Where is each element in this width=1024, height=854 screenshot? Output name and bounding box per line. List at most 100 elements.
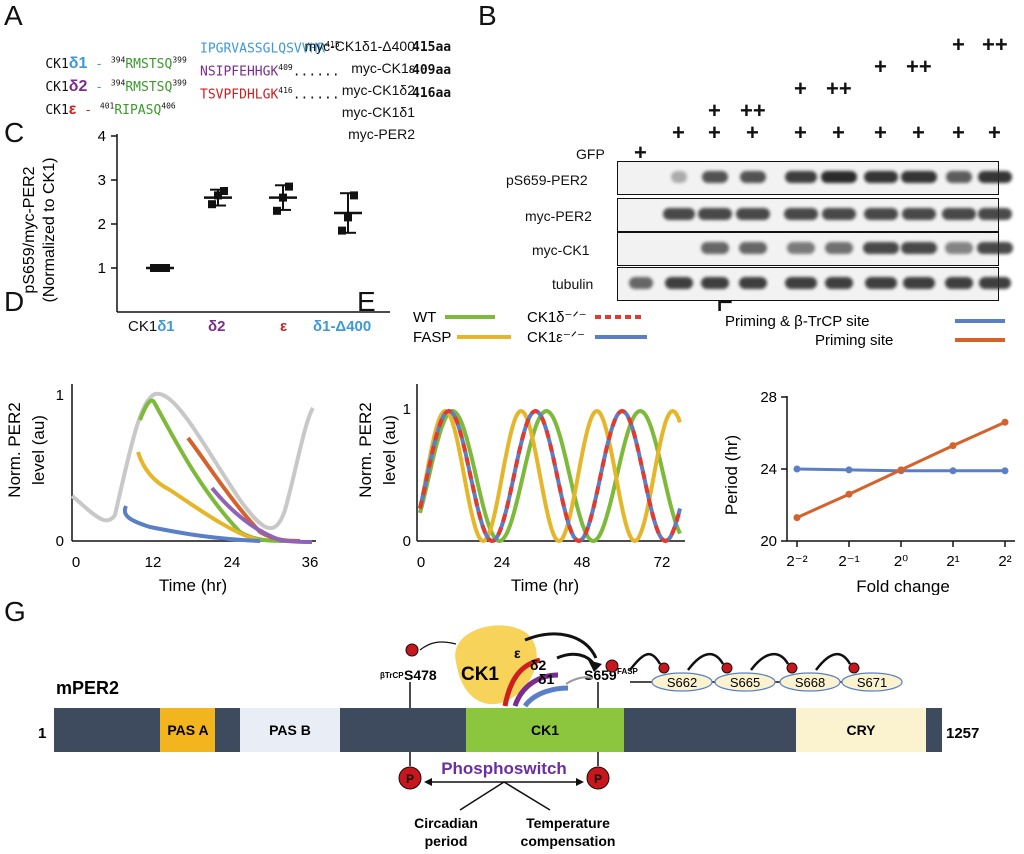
- band-lane-4: [736, 208, 770, 220]
- c-ytick-label: 3: [98, 172, 106, 189]
- g-out2-l1: Temperature: [526, 815, 610, 831]
- sign-d2-lane-5: +: [794, 76, 807, 101]
- c-group-label-0: CK1δ1: [128, 318, 175, 335]
- d-ytick-0: 0: [56, 533, 64, 550]
- e-curves: [418, 408, 682, 544]
- c-point: [208, 200, 216, 209]
- sequence-row-ck1e: CK1ε - 401RIPASQ406: [14, 86, 175, 134]
- f-ticks: 2⁻² 2⁻¹ 2⁰ 2¹ 2² 20 24 28: [760, 389, 1011, 570]
- condition-label-delta400: myc-CK1δ1-Δ400: [304, 38, 415, 54]
- blot-tubulin: [617, 267, 1011, 301]
- e-legend-cke: CK1ε⁻ᐟ⁻: [527, 329, 585, 346]
- band-lane-3: [700, 242, 730, 254]
- row-dash: -: [76, 103, 100, 118]
- c-ytick-label: 2: [98, 216, 106, 233]
- f-series-point: [793, 465, 801, 473]
- f-series-point: [793, 514, 801, 522]
- e-ylabel-1: Norm. PER2: [356, 402, 375, 497]
- d-xtick-3: 36: [302, 554, 319, 571]
- f-marks: [793, 418, 1009, 522]
- sign-eps-lane-7: +: [874, 54, 887, 79]
- band-lane-6: [824, 277, 854, 289]
- c-group-name: δ1: [157, 318, 175, 335]
- sign-per2-lane-7: +: [874, 120, 887, 145]
- c-group-label-1: δ2: [208, 318, 226, 335]
- sign-delta400-lane-9: +: [952, 32, 965, 57]
- band-lane-5: [784, 208, 818, 220]
- band-lane-8: [901, 242, 937, 254]
- g-fasp-site: [714, 672, 776, 692]
- panel-label-a: A: [4, 0, 23, 31]
- isoform-label: δ1: [68, 55, 88, 72]
- band-lane-5: [785, 277, 817, 289]
- g-tail-d2: [512, 672, 559, 707]
- band-lane-4: [739, 171, 767, 183]
- blot-label-mycper2: myc-PER2: [525, 208, 592, 224]
- g-out2-l2: compensation: [521, 833, 616, 849]
- row-dash: -: [87, 57, 111, 72]
- sign-per2-lane-3: +: [708, 120, 721, 145]
- f-ytick-label: 24: [760, 461, 777, 478]
- g-switch-arrow-left: [424, 778, 432, 786]
- e-curve-fasp: [418, 408, 682, 544]
- d-curve-blue: [122, 505, 261, 543]
- g-fasp-arrow: [687, 653, 725, 671]
- tail: TSVPFDHLGK: [200, 87, 279, 103]
- e-legend-wt: WT: [413, 309, 436, 326]
- band-lane-10: [977, 242, 1013, 254]
- band-lane-3: [700, 277, 730, 289]
- sign-per2-lane-6: +: [832, 120, 845, 145]
- c-point: [162, 264, 170, 272]
- e-curve-cke: [418, 408, 682, 544]
- d-xlabel: Time (hr): [159, 576, 227, 595]
- band-lane-2: [663, 208, 695, 220]
- sequence-row-ck1d2: CK1δ2 - 394RMSTSQ399: [14, 63, 186, 111]
- g-ck1-label: CK1: [461, 664, 499, 685]
- g-domain-ck1: [466, 708, 624, 752]
- g-fasp-arrow: [815, 653, 852, 671]
- f-ytick-label: 28: [760, 389, 777, 406]
- e-ylabel-2: level (au): [380, 415, 399, 485]
- g-tail-d1: [522, 685, 569, 708]
- c-point: [273, 206, 281, 215]
- isoform-label: ε: [68, 101, 77, 118]
- length-ck1d1: 415aa: [412, 40, 452, 55]
- d-ylabel-1: Norm. PER2: [5, 402, 24, 497]
- f-legend-0: Priming & β-TrCP site: [725, 313, 870, 330]
- c-group-prefix: CK1: [128, 318, 158, 335]
- length-ck1d2: 409aa: [412, 63, 452, 78]
- g-end: 1257: [946, 725, 979, 742]
- d-curve-purple: [210, 486, 313, 544]
- row-prefix: CK1: [45, 80, 69, 95]
- e-ytick-0: 0: [403, 533, 411, 550]
- g-arrow-eps: [524, 632, 598, 659]
- g-arrowhead-s659: [588, 660, 602, 672]
- c-point: [150, 264, 158, 272]
- sequence-row-ck1d1: CK1δ1 - 394RMSTSQ399: [14, 40, 186, 88]
- sign-per2-lane-5: +: [794, 120, 807, 145]
- f-series-point: [845, 490, 853, 498]
- residue-start: 394: [110, 55, 126, 65]
- band-lane-5: [786, 242, 816, 254]
- c-ylabel-2: (Normalized to CK1): [41, 158, 58, 303]
- g-fasp-phospho: [658, 662, 670, 674]
- g-arrow-d2: [556, 652, 596, 665]
- band-lane-6: [824, 242, 854, 254]
- g-fasp-site-label: S668: [795, 675, 825, 690]
- sign-per2-lane-2: +: [672, 120, 685, 145]
- g-p-circle-left: [398, 766, 422, 790]
- sign-per2-lane-8: +: [912, 120, 925, 145]
- f-series-point: [845, 466, 853, 474]
- panel-label-d: D: [4, 286, 25, 317]
- band-lane-6: [821, 171, 857, 183]
- blot-mycper2: [617, 198, 1012, 232]
- panel-label-g: G: [4, 596, 26, 627]
- g-iso-d1: δ1: [538, 671, 554, 687]
- motif: RMSTSQ: [125, 80, 173, 95]
- g-domain-pasb: [240, 708, 340, 752]
- sign-per2-lane-10: +: [988, 120, 1001, 145]
- condition-label-d1: myc-CK1δ1: [341, 104, 415, 120]
- band-lane-9: [944, 242, 974, 254]
- band-lane-6: [822, 208, 856, 220]
- g-fasp-site-label: S665: [730, 675, 760, 690]
